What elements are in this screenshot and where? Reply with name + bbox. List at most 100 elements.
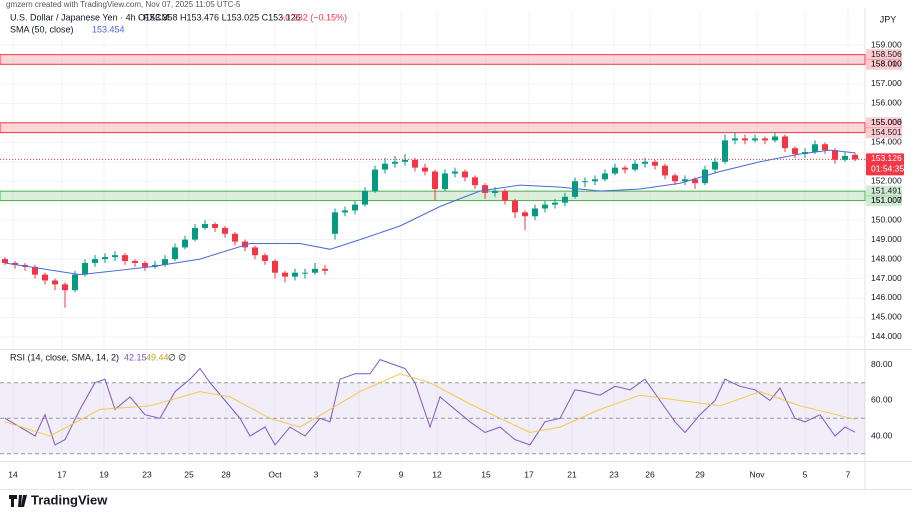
zone-label-bg: [866, 185, 902, 197]
sma-name: SMA (50, close): [10, 24, 74, 34]
candle-body: [62, 284, 68, 291]
y-tick-label: 145.000: [871, 312, 902, 322]
candle-body: [322, 268, 328, 271]
x-tick-label: 28: [221, 469, 231, 479]
candle-body: [52, 280, 58, 285]
symbol: U.S. Dollar / Japanese Yen · 4h · FXCM: [10, 12, 169, 22]
y-tick-label: 150.000: [871, 214, 902, 224]
candle-body: [352, 204, 358, 211]
x-tick-label: 5: [803, 469, 808, 479]
logo-text: TradingView: [31, 492, 108, 507]
x-tick-label: 7: [846, 469, 851, 479]
candle-body: [282, 272, 288, 277]
candle-body: [632, 163, 638, 170]
zone-label-bg: [866, 58, 902, 70]
x-tick-label: Nov: [749, 469, 765, 479]
candle-body: [812, 144, 818, 153]
sma-value: 153.454: [92, 24, 125, 34]
y-tick-label: 148.000: [871, 253, 902, 263]
y-tick-label: 157.000: [871, 78, 902, 88]
zone-label-bg: [866, 49, 902, 61]
candle-body: [232, 233, 238, 242]
candle-body: [712, 161, 718, 170]
zone-label: 158.010: [871, 59, 902, 69]
rsi-line: [4, 359, 856, 446]
candle-body: [272, 261, 278, 273]
zone: [0, 54, 866, 65]
candle-body: [722, 140, 728, 162]
candle-body: [422, 167, 428, 172]
candle-body: [432, 171, 438, 190]
sma-line: [4, 149, 856, 276]
candle-body: [372, 169, 378, 191]
x-tick-label: 23: [142, 469, 152, 479]
zone-label: 154.501: [871, 127, 902, 137]
candle-body: [442, 173, 448, 190]
x-tick-label: 17: [57, 469, 67, 479]
x-tick-label: 12: [432, 469, 442, 479]
candle-body: [612, 167, 618, 174]
candle-body: [492, 190, 498, 193]
candle-body: [602, 173, 608, 180]
candle-body: [172, 247, 178, 260]
candle-body: [212, 224, 218, 228]
candle-body: [302, 272, 308, 274]
logo-icon: [9, 495, 27, 507]
change: −0.232 (−0.15%): [280, 12, 347, 22]
candle-body: [772, 136, 778, 141]
candle-body: [472, 177, 478, 186]
candle-body: [312, 268, 318, 273]
candle-body: [842, 155, 848, 160]
candle-body: [92, 259, 98, 263]
candle-body: [652, 161, 658, 166]
candle-body: [552, 202, 558, 205]
x-tick-label: 14: [8, 469, 18, 479]
candle-body: [642, 161, 648, 164]
candle-body: [782, 136, 788, 149]
last-price-label: 153.126: [871, 153, 902, 163]
candle-body: [792, 148, 798, 154]
zone: [0, 190, 866, 202]
candle-body: [202, 224, 208, 228]
x-tick-label: 23: [609, 469, 619, 479]
rsi-signal-value: 49.44: [146, 352, 169, 362]
candle-body: [762, 138, 768, 141]
y-tick-label: 152.000: [871, 175, 902, 185]
zone-label: 158.506: [871, 49, 902, 59]
candle-body: [592, 179, 598, 182]
rsi-tick-label: 80.00: [871, 359, 893, 369]
candle-body: [82, 262, 88, 275]
x-tick-label: 9: [399, 469, 404, 479]
y-tick-label: 154.000: [871, 137, 902, 147]
candle-body: [242, 241, 248, 248]
candle-body: [822, 144, 828, 151]
candle-body: [672, 175, 678, 182]
x-tick-label: Oct: [268, 469, 282, 479]
candle-body: [402, 159, 408, 162]
candle-body: [662, 165, 668, 176]
candle-body: [482, 185, 488, 193]
candle-body: [122, 255, 128, 262]
candle-body: [162, 259, 168, 265]
candle-body: [72, 274, 78, 291]
candle-body: [102, 257, 108, 260]
logo: TradingView: [9, 492, 108, 507]
candle-body: [362, 190, 368, 205]
candle-body: [622, 167, 628, 170]
x-tick-label: 26: [645, 469, 655, 479]
x-tick-label: 17: [524, 469, 534, 479]
candle-body: [382, 163, 388, 170]
x-tick-label: 7: [357, 469, 362, 479]
candle-body: [832, 150, 838, 160]
candle-body: [2, 259, 8, 263]
candle-body: [342, 210, 348, 213]
candle-body: [262, 255, 268, 262]
candle-body: [222, 227, 228, 234]
candle-body: [412, 159, 418, 168]
x-tick-label: 3: [314, 469, 319, 479]
x-tick-label: 25: [184, 469, 194, 479]
candle-body: [452, 171, 458, 174]
zone-label: 151.491: [871, 185, 902, 195]
candle-body: [852, 154, 858, 160]
